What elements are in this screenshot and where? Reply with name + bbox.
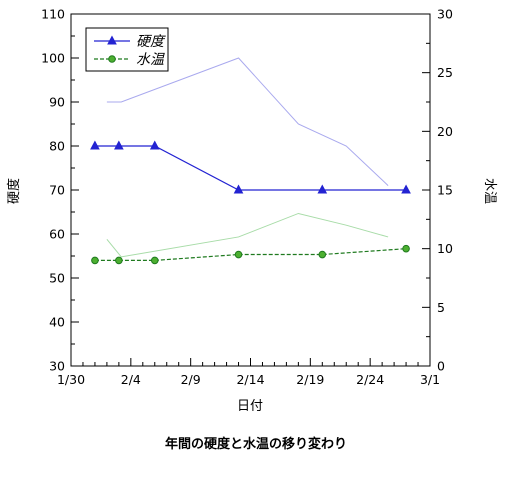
right-y-axis: 0 5 10 15 20 25 30 xyxy=(422,7,453,374)
left-tick-label: 30 xyxy=(49,359,65,374)
right-tick-label: 25 xyxy=(437,65,453,80)
series-line-1 xyxy=(94,248,407,261)
x-tick-label: 3/1 xyxy=(420,372,440,387)
series-point-1 xyxy=(318,250,327,259)
x-tick-label: 2/9 xyxy=(181,372,201,387)
legend-marker-1 xyxy=(108,55,116,63)
series-point-1 xyxy=(91,256,99,265)
x-axis-title: 日付 xyxy=(237,399,263,414)
legend-marker-0 xyxy=(107,35,117,45)
series-line-2 xyxy=(106,57,389,186)
x-tick-label: 1/30 xyxy=(57,372,85,387)
series-point-0 xyxy=(317,184,328,194)
chart-title: 年間の硬度と水温の移り変わり xyxy=(165,436,347,452)
left-tick-label: 80 xyxy=(49,139,65,154)
series-line-0 xyxy=(94,145,407,191)
left-tick-label: 40 xyxy=(49,315,65,330)
legend-box xyxy=(85,27,169,72)
legend-label-0: 硬度 xyxy=(136,34,166,50)
left-y-axis-title: 硬度 xyxy=(6,178,22,204)
series-point-1 xyxy=(150,256,159,265)
left-y-axis: 30 40 50 60 70 80 90 100 110 xyxy=(41,7,79,374)
series-point-1 xyxy=(115,256,123,265)
x-tick-label: 2/4 xyxy=(121,372,141,387)
legend-label-1: 水温 xyxy=(136,52,165,68)
series-point-0 xyxy=(114,140,124,150)
series-point-0 xyxy=(149,140,160,150)
x-tick-label: 2/19 xyxy=(296,372,324,387)
x-tick-label: 2/24 xyxy=(356,372,384,387)
left-tick-label: 100 xyxy=(41,51,65,66)
series-point-1 xyxy=(402,244,410,253)
x-tick-label: 2/14 xyxy=(236,372,264,387)
left-tick-label: 110 xyxy=(41,7,65,22)
right-tick-label: 15 xyxy=(437,183,453,198)
series-line-3 xyxy=(106,212,389,258)
right-tick-label: 20 xyxy=(437,124,453,139)
left-tick-label: 50 xyxy=(49,271,65,286)
right-tick-label: 5 xyxy=(437,300,445,315)
series-point-0 xyxy=(401,184,411,194)
series-layer xyxy=(90,57,411,265)
series-point-0 xyxy=(90,140,100,150)
right-tick-label: 0 xyxy=(437,359,445,374)
right-tick-label: 30 xyxy=(437,7,453,22)
left-tick-label: 70 xyxy=(49,183,65,198)
right-y-axis-title: 水温 xyxy=(482,178,497,204)
series-point-1 xyxy=(234,250,243,259)
left-tick-label: 60 xyxy=(49,227,65,242)
left-tick-label: 90 xyxy=(49,95,65,110)
x-axis: 1/30 2/4 2/9 2/14 2/19 2/24 3/1 xyxy=(57,358,440,387)
series-point-0 xyxy=(233,184,244,194)
right-tick-label: 10 xyxy=(437,241,453,256)
